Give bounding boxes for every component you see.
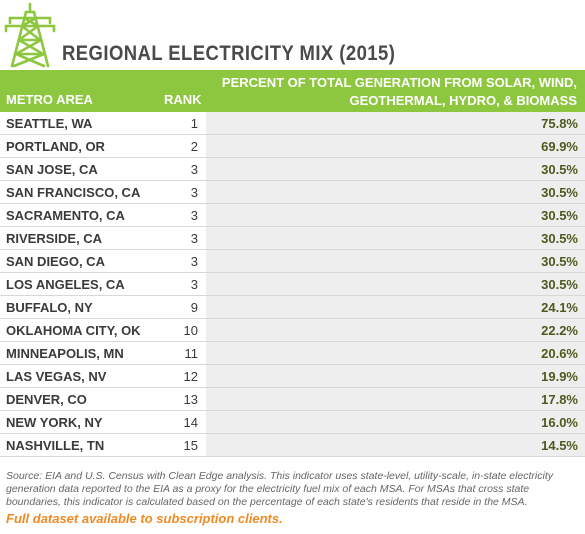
subscription-link[interactable]: Full dataset available to subscription c…	[6, 511, 283, 526]
percent-value: 17.8%	[541, 392, 578, 407]
percent-cell: 19.9%	[206, 365, 585, 387]
metro-cell: DENVER, CO	[6, 392, 87, 407]
table-row: LOS ANGELES, CA 3 30.5%	[0, 273, 585, 296]
percent-value: 16.0%	[541, 415, 578, 430]
percent-value: 19.9%	[541, 369, 578, 384]
metro-cell: NEW YORK, NY	[6, 415, 103, 430]
rank-cell: 3	[190, 254, 198, 269]
rank-cell: 13	[183, 392, 198, 407]
table-row: SEATTLE, WA 1 75.8%	[0, 112, 585, 135]
metro-cell: BUFFALO, NY	[6, 300, 93, 315]
percent-cell: 30.5%	[206, 181, 585, 203]
metro-cell: SAN DIEGO, CA	[6, 254, 105, 269]
percent-cell: 14.5%	[206, 434, 585, 456]
metro-cell: LOS ANGELES, CA	[6, 277, 125, 292]
percent-value: 30.5%	[541, 162, 578, 177]
percent-cell: 75.8%	[206, 112, 585, 134]
header: REGIONAL ELECTRICITY MIX (2015)	[0, 0, 585, 70]
table-row: SAN JOSE, CA 3 30.5%	[0, 158, 585, 181]
column-header-rank: RANK	[164, 92, 202, 107]
chart-title: REGIONAL ELECTRICITY MIX (2015)	[62, 42, 396, 65]
table-row: SAN DIEGO, CA 3 30.5%	[0, 250, 585, 273]
rank-cell: 11	[184, 346, 199, 361]
percent-value: 30.5%	[541, 254, 578, 269]
table-row: DENVER, CO 13 17.8%	[0, 388, 585, 411]
table-row: PORTLAND, OR 2 69.9%	[0, 135, 585, 158]
table-row: RIVERSIDE, CA 3 30.5%	[0, 227, 585, 250]
table-row: NEW YORK, NY 14 16.0%	[0, 411, 585, 434]
percent-cell: 20.6%	[206, 342, 585, 364]
percent-value: 30.5%	[541, 231, 578, 246]
rank-cell: 10	[183, 323, 198, 338]
data-table: SEATTLE, WA 1 75.8% PORTLAND, OR 2 69.9% SAN J…	[0, 112, 585, 457]
percent-cell: 30.5%	[206, 204, 585, 226]
rank-cell: 1	[190, 116, 198, 131]
table-row: LAS VEGAS, NV 12 19.9%	[0, 365, 585, 388]
rank-cell: 15	[183, 438, 198, 453]
percent-value: 22.2%	[541, 323, 578, 338]
rank-cell: 12	[183, 369, 198, 384]
metro-cell: SEATTLE, WA	[6, 116, 93, 131]
rank-cell: 3	[190, 277, 198, 292]
percent-cell: 69.9%	[206, 135, 585, 157]
rank-cell: 2	[190, 139, 198, 154]
table-row: NASHVILLE, TN 15 14.5%	[0, 434, 585, 457]
column-header-metro: METRO AREA	[6, 92, 93, 107]
rank-cell: 9	[190, 300, 198, 315]
percent-cell: 16.0%	[206, 411, 585, 433]
metro-cell: MINNEAPOLIS, MN	[6, 346, 124, 361]
rank-cell: 3	[190, 185, 198, 200]
percent-value: 20.6%	[541, 346, 578, 361]
percent-value: 30.5%	[541, 277, 578, 292]
table-row: SACRAMENTO, CA 3 30.5%	[0, 204, 585, 227]
column-header-bar: METRO AREA RANK PERCENT OF TOTAL GENERAT…	[0, 70, 585, 112]
metro-cell: OKLAHOMA CITY, OK	[6, 323, 141, 338]
percent-cell: 17.8%	[206, 388, 585, 410]
table-row: BUFFALO, NY 9 24.1%	[0, 296, 585, 319]
percent-cell: 22.2%	[206, 319, 585, 341]
percent-cell: 24.1%	[206, 296, 585, 318]
metro-cell: NASHVILLE, TN	[6, 438, 105, 453]
metro-cell: PORTLAND, OR	[6, 139, 105, 154]
percent-value: 30.5%	[541, 185, 578, 200]
percent-value: 75.8%	[541, 116, 578, 131]
table-row: SAN FRANCISCO, CA 3 30.5%	[0, 181, 585, 204]
metro-cell: RIVERSIDE, CA	[6, 231, 103, 246]
percent-value: 30.5%	[541, 208, 578, 223]
column-header-percent: PERCENT OF TOTAL GENERATION FROM SOLAR, …	[221, 75, 577, 108]
metro-cell: SAN JOSE, CA	[6, 162, 98, 177]
percent-cell: 30.5%	[206, 273, 585, 295]
rank-cell: 14	[183, 415, 198, 430]
metro-cell: SAN FRANCISCO, CA	[6, 185, 141, 200]
percent-cell: 30.5%	[206, 250, 585, 272]
table-row: OKLAHOMA CITY, OK 10 22.2%	[0, 319, 585, 342]
rank-cell: 3	[190, 231, 198, 246]
percent-value: 14.5%	[541, 438, 578, 453]
metro-cell: LAS VEGAS, NV	[6, 369, 107, 384]
rank-cell: 3	[190, 162, 198, 177]
percent-value: 69.9%	[541, 139, 578, 154]
rank-cell: 3	[190, 208, 198, 223]
table-row: MINNEAPOLIS, MN 11 20.6%	[0, 342, 585, 365]
percent-cell: 30.5%	[206, 158, 585, 180]
percent-cell: 30.5%	[206, 227, 585, 249]
power-tower-icon	[4, 2, 56, 68]
metro-cell: SACRAMENTO, CA	[6, 208, 125, 223]
percent-value: 24.1%	[541, 300, 578, 315]
source-note: Source: EIA and U.S. Census with Clean E…	[6, 470, 554, 508]
